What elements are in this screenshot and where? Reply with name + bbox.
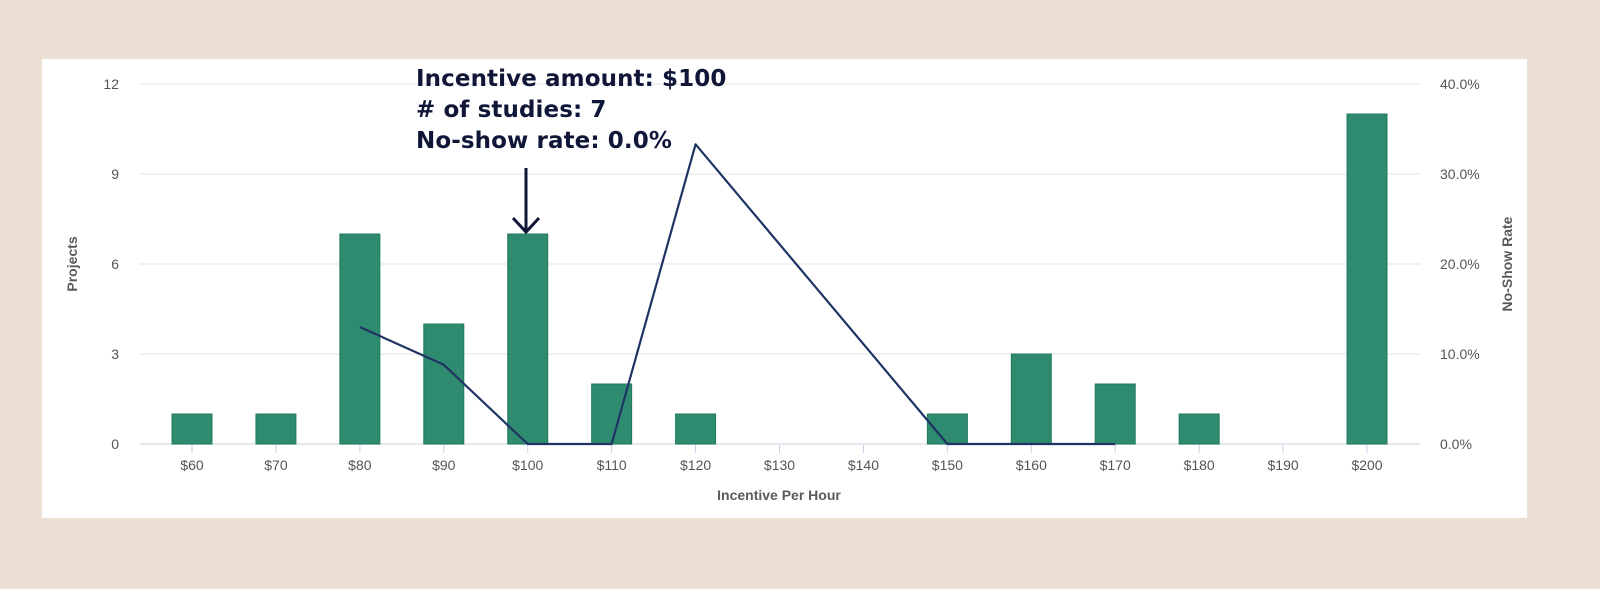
line-path [359, 143, 1116, 446]
bar [1094, 383, 1136, 445]
annotation-study-count: # of studies: 7 [416, 97, 607, 123]
gridlines [140, 83, 1420, 445]
right-tick-label: 20.0% [1440, 256, 1480, 272]
bar [507, 233, 549, 445]
data-point-annotation: Incentive amount: $100 # of studies: 7 N… [416, 64, 726, 157]
annotation-incentive-amount: Incentive amount: $100 [416, 66, 727, 92]
x-tick-label: $120 [680, 457, 711, 473]
bar [255, 413, 297, 445]
x-tick-label: $130 [764, 457, 795, 473]
x-tick-label: $100 [512, 457, 543, 473]
bar [675, 413, 717, 445]
x-tick-label: $150 [932, 457, 963, 473]
right-tick-label: 30.0% [1440, 166, 1480, 182]
annotation-no-show-rate: No-show rate: 0.0% [416, 128, 672, 154]
x-tick-label: $110 [597, 457, 627, 473]
x-tick-label: $80 [348, 457, 372, 473]
x-tick-label: $170 [1100, 457, 1131, 473]
x-tick-label: $160 [1016, 457, 1047, 473]
left-y-axis: 0 3 6 9 12 [103, 76, 119, 452]
x-tick-label: $190 [1268, 457, 1299, 473]
right-tick-label: 0.0% [1440, 436, 1472, 452]
bar [339, 233, 381, 445]
bar-series-projects [171, 113, 1388, 445]
left-tick-label: 3 [111, 346, 119, 362]
x-axis-ticks [191, 445, 1368, 453]
left-axis-title: Projects [64, 236, 80, 291]
bar [423, 323, 465, 445]
bar [926, 413, 968, 445]
x-tick-label: $70 [264, 457, 288, 473]
right-tick-label: 10.0% [1440, 346, 1480, 362]
bar [171, 413, 213, 445]
left-tick-label: 9 [111, 166, 119, 182]
line-series-no-show-rate [359, 143, 1116, 446]
x-tick-label: $180 [1184, 457, 1215, 473]
x-tick-label: $90 [432, 457, 456, 473]
x-axis-labels: $60 $70 $80 $90 $100 $110 $120 $130 $140 $150 $160… [180, 457, 1382, 473]
x-tick-label: $60 [180, 457, 204, 473]
left-tick-label: 6 [111, 256, 119, 272]
right-axis-title: No-Show Rate [1499, 216, 1515, 311]
arrow-down-icon [511, 168, 541, 235]
left-tick-label: 0 [111, 436, 119, 452]
x-tick-label: $140 [848, 457, 879, 473]
x-axis-title: Incentive Per Hour [717, 487, 841, 503]
right-tick-label: 40.0% [1440, 76, 1480, 92]
bar [1346, 113, 1388, 445]
bar [1178, 413, 1220, 445]
left-tick-label: 12 [103, 76, 119, 92]
right-y-axis: 0.0% 10.0% 20.0% 30.0% 40.0% [1440, 76, 1480, 452]
bar [1010, 353, 1052, 445]
x-tick-label: $200 [1351, 457, 1382, 473]
